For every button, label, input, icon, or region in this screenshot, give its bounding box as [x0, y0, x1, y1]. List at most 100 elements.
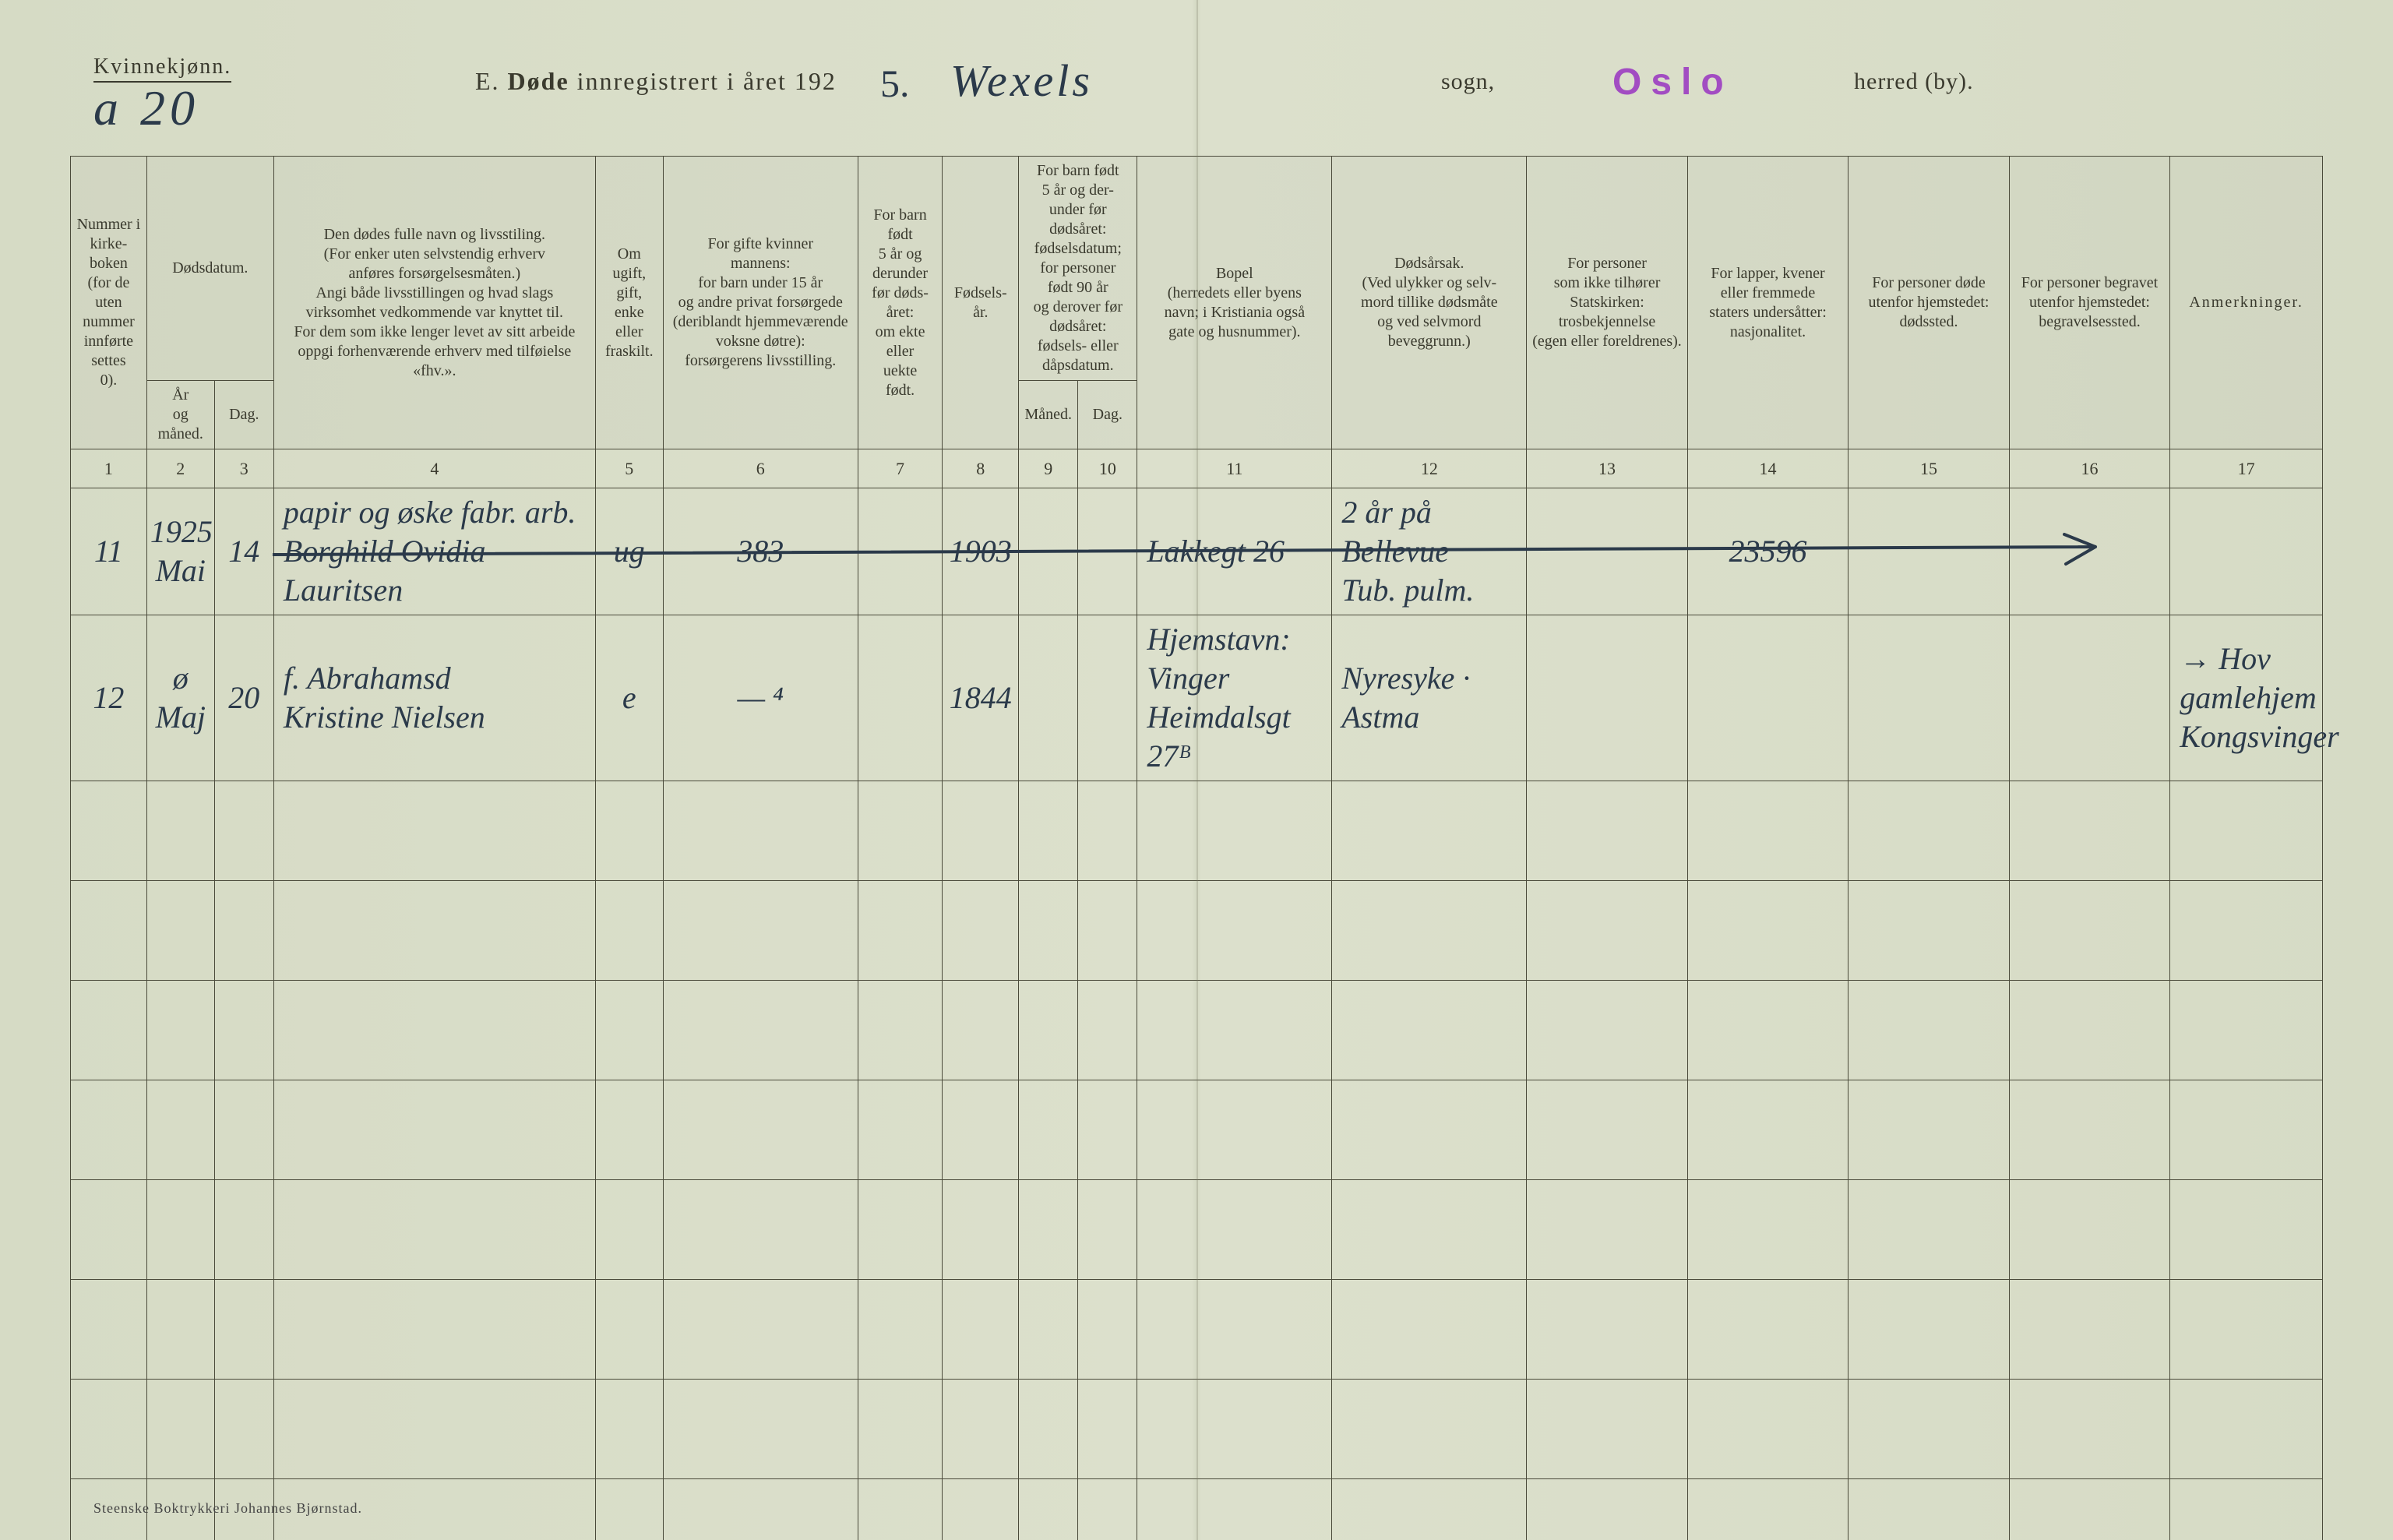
cell: [214, 981, 273, 1080]
column-number: 1: [71, 449, 147, 488]
cell: e: [595, 615, 663, 781]
cell: [595, 1479, 663, 1540]
cell: [214, 1280, 273, 1380]
cell: [2170, 1180, 2323, 1280]
cell: [1332, 881, 1527, 981]
cell: [1848, 981, 2009, 1080]
col-header: For personer døde utenfor hjemstedet: dø…: [1848, 157, 2009, 449]
column-number: 6: [663, 449, 858, 488]
cell: [663, 1180, 858, 1280]
col-header: Måned.: [1019, 381, 1078, 449]
center-fold: [1196, 0, 1198, 1540]
cell: [71, 881, 147, 981]
cell: [1137, 881, 1332, 981]
cell: [1078, 781, 1137, 881]
cell: [595, 881, 663, 981]
column-number: 2: [146, 449, 214, 488]
col-header: Dødsdatum.: [146, 157, 273, 381]
cell: [273, 1280, 595, 1380]
cell: [1137, 781, 1332, 881]
cell: [1019, 1280, 1078, 1380]
cell: [1848, 1380, 2009, 1479]
cell: [1687, 981, 1848, 1080]
cell: — ⁴: [663, 615, 858, 781]
column-number: 5: [595, 449, 663, 488]
cell: [1848, 1280, 2009, 1380]
cell: [943, 1380, 1019, 1479]
cell: [146, 1080, 214, 1180]
cell: → Hov gamlehjem Kongsvinger: [2170, 615, 2323, 781]
cell: [1332, 1280, 1527, 1380]
cell: [2009, 1380, 2169, 1479]
cell: [1687, 881, 1848, 981]
column-number: 3: [214, 449, 273, 488]
cell: [146, 781, 214, 881]
cell: [1137, 1380, 1332, 1479]
cell: [1078, 615, 1137, 781]
cell: [214, 1180, 273, 1280]
column-number: 7: [858, 449, 943, 488]
cell: [1687, 781, 1848, 881]
cell: f. Abrahamsd Kristine Nielsen: [273, 615, 595, 781]
cell: [1332, 781, 1527, 881]
col-header: Dag.: [214, 381, 273, 449]
cell: [1527, 1080, 1687, 1180]
cell: 2 år på Bellevue Tub. pulm.: [1332, 488, 1527, 615]
cell: [663, 781, 858, 881]
cell: [1527, 1280, 1687, 1380]
col-header: For barn født 5 år og der- under før død…: [1019, 157, 1137, 381]
cell: [273, 1180, 595, 1280]
cell: [1019, 881, 1078, 981]
cell: [2009, 981, 2169, 1080]
col-header: For lapper, kvener eller fremmede stater…: [1687, 157, 1848, 449]
cell: [943, 881, 1019, 981]
cell: 12: [71, 615, 147, 781]
title-prefix: E.: [475, 67, 508, 95]
cell: [1527, 1380, 1687, 1479]
cell: [1332, 981, 1527, 1080]
cell: [273, 981, 595, 1080]
cell: [1019, 781, 1078, 881]
label-kvinnekjonn: Kvinnekjønn.: [93, 55, 231, 83]
cell: [1078, 981, 1137, 1080]
cell: [1078, 881, 1137, 981]
cell: [1527, 781, 1687, 881]
title-bold: Døde: [508, 67, 569, 95]
cell: [1137, 981, 1332, 1080]
cell: [1078, 1180, 1137, 1280]
parish-handwritten: Wexels: [950, 55, 1093, 107]
cell: [2170, 881, 2323, 981]
cell: [273, 1380, 595, 1479]
cell: [1848, 1180, 2009, 1280]
cell: [2009, 488, 2169, 615]
cell: 14: [214, 488, 273, 615]
cell: [858, 881, 943, 981]
cell: [858, 981, 943, 1080]
cell: papir og øske fabr. arb. Borghild Ovidia…: [273, 488, 595, 615]
cell: [1078, 1080, 1137, 1180]
cell: [1019, 488, 1078, 615]
cell: 1925 Mai: [146, 488, 214, 615]
cell: [146, 1380, 214, 1479]
cell: 383: [663, 488, 858, 615]
cell: [663, 881, 858, 981]
cell: [1137, 1479, 1332, 1540]
cell: [2170, 1280, 2323, 1380]
cell: [1848, 1080, 2009, 1180]
cell: [71, 1080, 147, 1180]
column-number: 4: [273, 449, 595, 488]
cell: [146, 1180, 214, 1280]
cell: [595, 1280, 663, 1380]
cell: [1019, 1180, 1078, 1280]
cell: [214, 1080, 273, 1180]
cell: 20: [214, 615, 273, 781]
column-number: 10: [1078, 449, 1137, 488]
cell: [214, 881, 273, 981]
cell: [1848, 781, 2009, 881]
cell: [943, 1479, 1019, 1540]
cell: [858, 1479, 943, 1540]
cell: [1078, 1380, 1137, 1479]
cell: [2009, 615, 2169, 781]
cell: [1137, 1280, 1332, 1380]
cell: [1019, 981, 1078, 1080]
